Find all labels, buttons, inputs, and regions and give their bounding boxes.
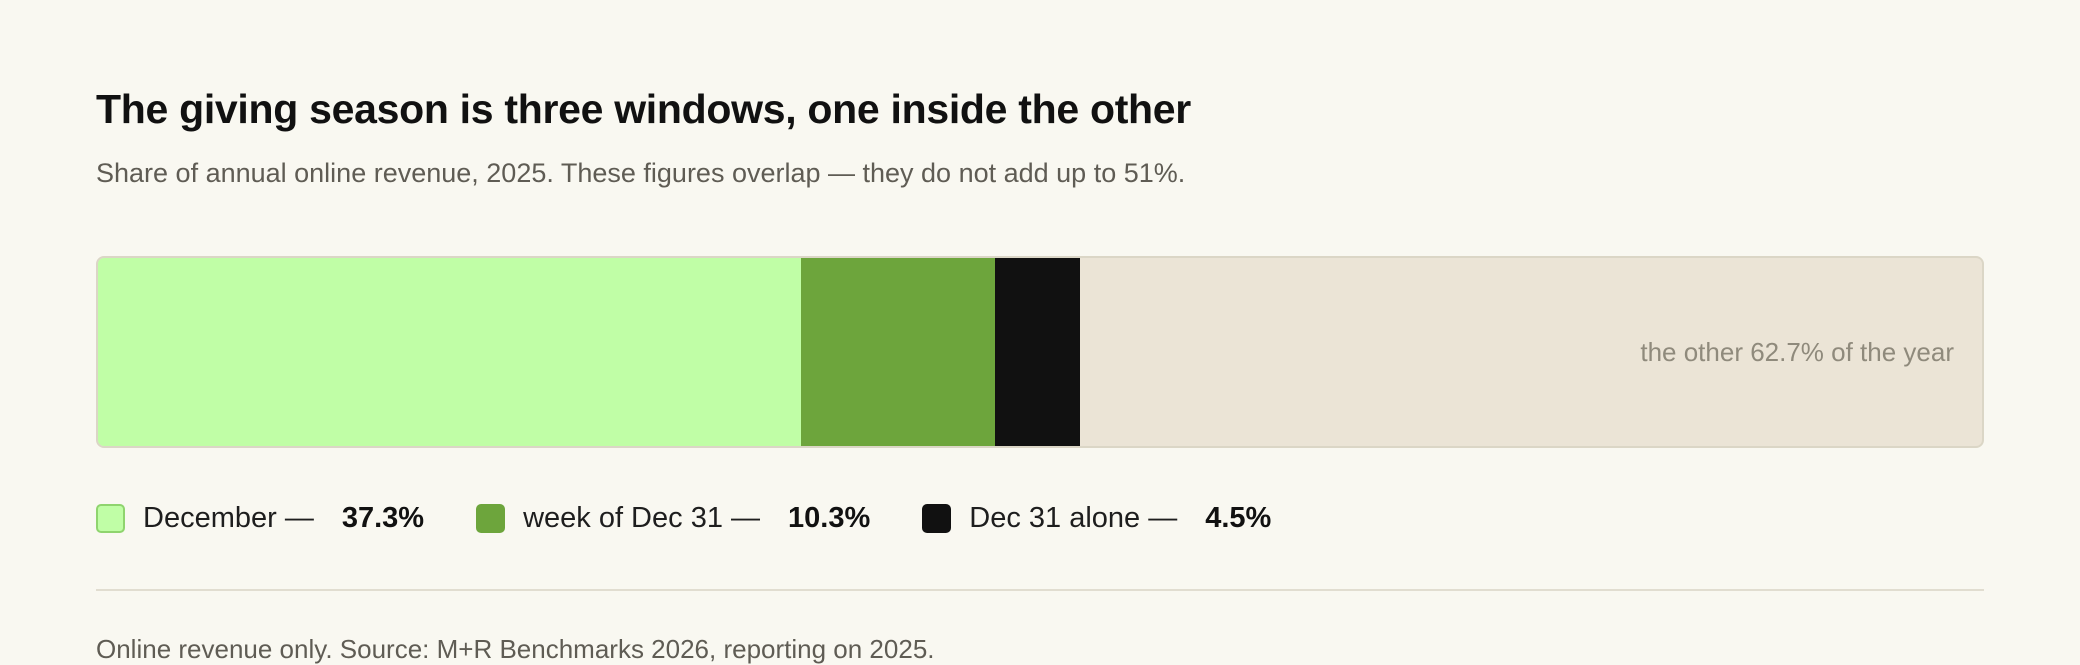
legend-value: 10.3%	[788, 502, 871, 534]
legend-swatch	[922, 504, 952, 533]
source-note: Online revenue only. Source: M+R Benchma…	[96, 634, 935, 664]
legend-item-dec-31-alone: Dec 31 alone — 4.5%	[922, 502, 1271, 535]
legend-value: 4.5%	[1205, 502, 1272, 534]
legend: December — 37.3% week of Dec 31 — 10.3% Dec …	[96, 502, 1323, 535]
stacked-bar: the other 62.7% of the year	[96, 256, 1984, 448]
legend-item-week-of-dec-31: week of Dec 31 — 10.3%	[476, 502, 870, 535]
legend-label: Dec 31 alone —	[969, 502, 1178, 534]
divider	[96, 589, 1984, 591]
rest-label: the other 62.7% of the year	[1640, 336, 1954, 367]
legend-swatch	[476, 504, 506, 533]
bar-segment-week-of-dec-31	[800, 258, 995, 446]
bar-segment-december	[98, 258, 801, 446]
chart-title: The giving season is three windows, one …	[96, 86, 1191, 132]
legend-label: December —	[143, 502, 314, 534]
legend-swatch	[96, 504, 125, 533]
chart-subtitle: Share of annual online revenue, 2025. Th…	[96, 158, 1186, 188]
legend-value: 37.3%	[341, 502, 425, 534]
bar-segment-dec-31-alone	[994, 258, 1080, 446]
legend-item-december: December — 37.3%	[96, 502, 424, 535]
legend-label: week of Dec 31 —	[523, 502, 761, 534]
